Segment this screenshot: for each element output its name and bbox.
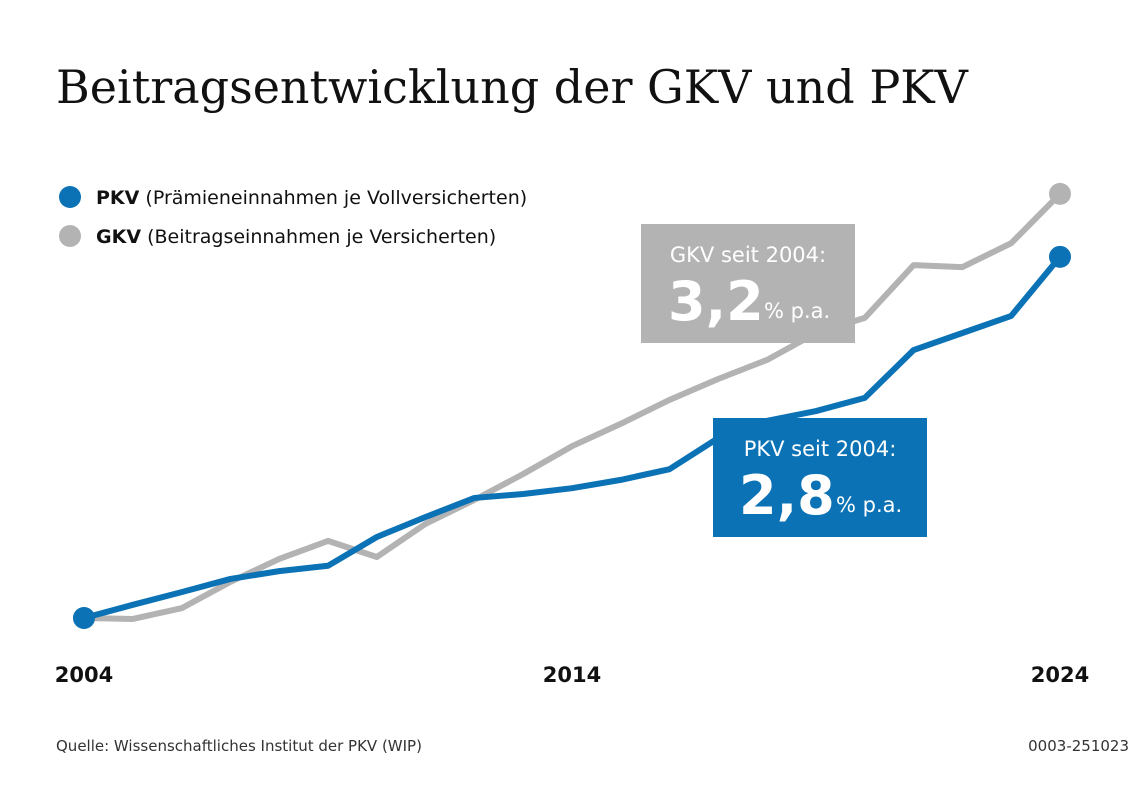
annotation-figure: 2,8	[739, 464, 835, 527]
end-point	[1049, 182, 1071, 205]
legend-swatch	[59, 186, 81, 208]
annotation-figure: 3,2	[668, 270, 764, 333]
annotation-box	[713, 418, 927, 537]
legend-name: PKV	[96, 187, 140, 209]
annotation-heading: PKV seit 2004:	[744, 437, 897, 461]
legend-swatch	[59, 225, 81, 247]
legend-entry: GKV (Beitragseinnahmen je Versicherten)	[96, 226, 496, 248]
legend: PKV (Prämieneinnahmen je Vollversicherte…	[59, 186, 527, 248]
annotation-pkv: PKV seit 2004: 2,8 % p.a.	[713, 418, 927, 537]
annotation-unit: % p.a.	[764, 299, 830, 323]
legend-desc: (Beitragseinnahmen je Versicherten)	[147, 226, 496, 248]
legend-desc: (Prämieneinnahmen je Vollversicherten)	[145, 187, 527, 209]
chart-title: Beitragsentwicklung der GKV und PKV	[56, 60, 969, 114]
annotation-box	[641, 224, 855, 343]
code: 0003-251023	[1028, 737, 1129, 755]
legend-name: GKV	[96, 226, 141, 248]
annotation-gkv: GKV seit 2004: 3,2 % p.a.	[641, 224, 855, 343]
legend-entry: PKV (Prämieneinnahmen je Vollversicherte…	[96, 187, 527, 209]
x-tick-label: 2024	[1031, 663, 1089, 687]
annotation-heading: GKV seit 2004:	[670, 243, 826, 267]
x-tick-label: 2014	[543, 663, 601, 687]
annotation-unit: % p.a.	[836, 493, 902, 517]
end-point	[1049, 245, 1071, 268]
source: Quelle: Wissenschaftliches Institut der …	[56, 737, 422, 755]
end-point	[73, 607, 95, 629]
plot-area: 2004 2014 2024	[55, 182, 1089, 687]
x-tick-label: 2004	[55, 663, 113, 687]
series-line	[83, 254, 1063, 621]
series-line	[83, 191, 1063, 622]
